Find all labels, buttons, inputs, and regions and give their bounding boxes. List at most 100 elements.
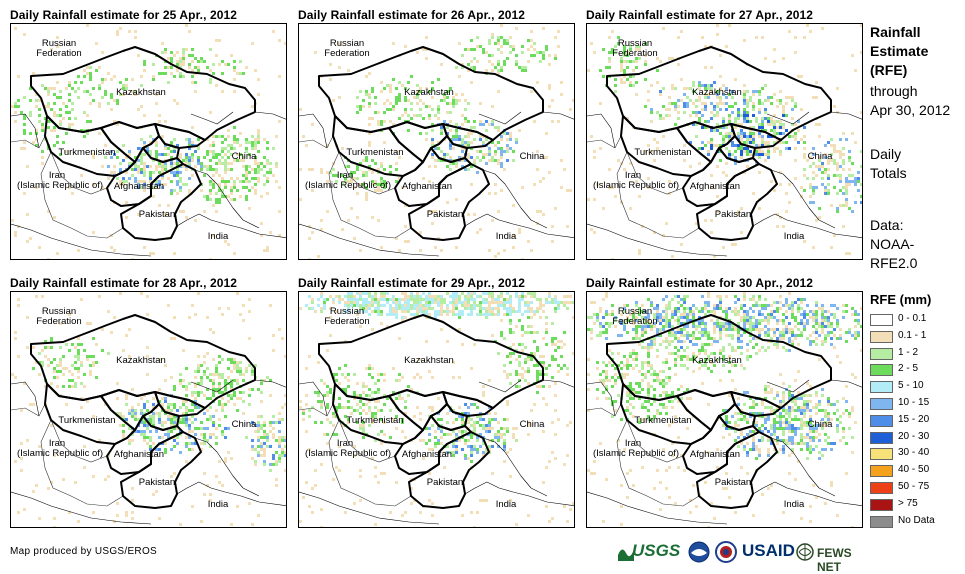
coastline xyxy=(587,492,727,524)
panel-title-5: Daily Rainfall estimate for 29 Apr., 201… xyxy=(298,276,525,290)
country-outline xyxy=(697,432,777,508)
place-label-india: India xyxy=(754,500,834,510)
sidebar-heading-2: Estimate xyxy=(870,42,928,61)
place-label-china: China xyxy=(780,152,860,162)
noaa-logo xyxy=(688,538,712,566)
place-label-pakistan: Pakistan xyxy=(693,210,773,220)
legend-swatch xyxy=(870,331,893,343)
legend-label: 0.1 - 1 xyxy=(898,330,926,341)
place-label-china: China xyxy=(204,152,284,162)
legend-title: RFE (mm) xyxy=(870,292,931,307)
place-label-pakistan: Pakistan xyxy=(693,478,773,488)
panel-title-2: Daily Rainfall estimate for 26 Apr., 201… xyxy=(298,8,525,22)
fews-net-logo: FEWS NET xyxy=(796,538,866,566)
panel-title-4: Daily Rainfall estimate for 28 Apr., 201… xyxy=(10,276,237,290)
coastline xyxy=(587,114,615,148)
place-label-russia: Russian Federation xyxy=(595,307,675,327)
panel-title-3: Daily Rainfall estimate for 27 Apr., 201… xyxy=(586,8,813,22)
legend-label: 20 - 30 xyxy=(898,431,929,442)
place-label-turkmenistan: Turkmenistan xyxy=(335,416,415,426)
rainfall-map-3: Russian Federation Kazakhstan Turkmenistan… xyxy=(586,23,863,260)
usaid-logo: USAID xyxy=(742,538,792,566)
place-label-turkmenistan: Turkmenistan xyxy=(335,148,415,158)
place-label-kazakhstan: Kazakhstan xyxy=(101,88,181,98)
map-svg xyxy=(299,292,575,528)
legend-label: 2 - 5 xyxy=(898,363,918,374)
place-label-russia: Russian Federation xyxy=(307,307,387,327)
place-label-kazakhstan: Kazakhstan xyxy=(389,356,469,366)
sidebar-data-1: Data: xyxy=(870,216,903,235)
usgs-logo: USGS xyxy=(618,538,684,566)
map-svg xyxy=(11,292,287,528)
map-svg xyxy=(11,24,287,260)
boundary-line xyxy=(771,170,835,228)
sidebar-data-3: RFE2.0 xyxy=(870,254,917,273)
country-outline xyxy=(45,116,135,176)
sidebar-data-2: NOAA- xyxy=(870,235,914,254)
place-label-turkmenistan: Turkmenistan xyxy=(623,148,703,158)
place-label-afghanistan: Afghanistan xyxy=(387,450,467,460)
usaid-logo-text: USAID xyxy=(742,541,795,561)
place-label-afghanistan: Afghanistan xyxy=(99,182,179,192)
sidebar-heading-1: Rainfall xyxy=(870,23,921,42)
place-label-china: China xyxy=(492,420,572,430)
legend-swatch xyxy=(870,364,893,376)
rainfall-layer xyxy=(11,24,287,260)
legend-label: No Data xyxy=(898,515,935,526)
legend-label: 0 - 0.1 xyxy=(898,313,926,324)
place-label-pakistan: Pakistan xyxy=(117,478,197,488)
country-outline xyxy=(409,432,489,508)
sidebar-totals-1: Daily xyxy=(870,145,901,164)
place-label-iran: Iran (Islamic Republic of) xyxy=(17,171,97,191)
place-label-kazakhstan: Kazakhstan xyxy=(101,356,181,366)
legend-label: > 75 xyxy=(898,498,918,509)
rainfall-layer xyxy=(299,292,575,528)
coastline xyxy=(11,492,151,524)
place-label-iran: Iran (Islamic Republic of) xyxy=(593,171,673,191)
legend-label: 50 - 75 xyxy=(898,481,929,492)
panel-title-6: Daily Rainfall estimate for 30 Apr., 201… xyxy=(586,276,813,290)
place-label-iran: Iran (Islamic Republic of) xyxy=(305,439,385,459)
place-label-india: India xyxy=(754,232,834,242)
coastline xyxy=(11,382,39,416)
rainfall-layer xyxy=(587,24,863,260)
panel-title-1: Daily Rainfall estimate for 25 Apr., 201… xyxy=(10,8,237,22)
place-label-pakistan: Pakistan xyxy=(117,210,197,220)
rainfall-layer xyxy=(11,292,287,528)
legend-swatch xyxy=(870,314,893,326)
boundary-line xyxy=(195,170,259,228)
place-label-afghanistan: Afghanistan xyxy=(99,450,179,460)
place-label-kazakhstan: Kazakhstan xyxy=(677,88,757,98)
place-label-india: India xyxy=(178,232,258,242)
place-label-turkmenistan: Turkmenistan xyxy=(47,148,127,158)
legend-swatch xyxy=(870,499,893,511)
map-credit: Map produced by USGS/EROS xyxy=(10,546,157,557)
rainfall-layer xyxy=(587,292,863,528)
place-label-turkmenistan: Turkmenistan xyxy=(47,416,127,426)
place-label-russia: Russian Federation xyxy=(19,307,99,327)
usgs-logo-text: USGS xyxy=(632,541,680,561)
legend-swatch xyxy=(870,516,893,528)
place-label-russia: Russian Federation xyxy=(595,39,675,59)
boundary-line xyxy=(479,380,521,392)
place-label-pakistan: Pakistan xyxy=(405,478,485,488)
place-label-india: India xyxy=(466,232,546,242)
legend-label: 5 - 10 xyxy=(898,380,924,391)
place-label-iran: Iran (Islamic Republic of) xyxy=(593,439,673,459)
legend-swatch xyxy=(870,482,893,494)
place-label-china: China xyxy=(780,420,860,430)
place-label-china: China xyxy=(492,152,572,162)
place-label-iran: Iran (Islamic Republic of) xyxy=(305,171,385,191)
place-label-russia: Russian Federation xyxy=(19,39,99,59)
place-label-pakistan: Pakistan xyxy=(405,210,485,220)
legend-label: 1 - 2 xyxy=(898,347,918,358)
sidebar-heading-3: (RFE) xyxy=(870,61,907,80)
boundary-line xyxy=(771,438,835,496)
legend-swatch xyxy=(870,348,893,360)
place-label-kazakhstan: Kazakhstan xyxy=(677,356,757,366)
rainfall-map-1: Russian Federation Kazakhstan Turkmenistan… xyxy=(10,23,287,260)
place-label-afghanistan: Afghanistan xyxy=(675,450,755,460)
place-label-india: India xyxy=(178,500,258,510)
